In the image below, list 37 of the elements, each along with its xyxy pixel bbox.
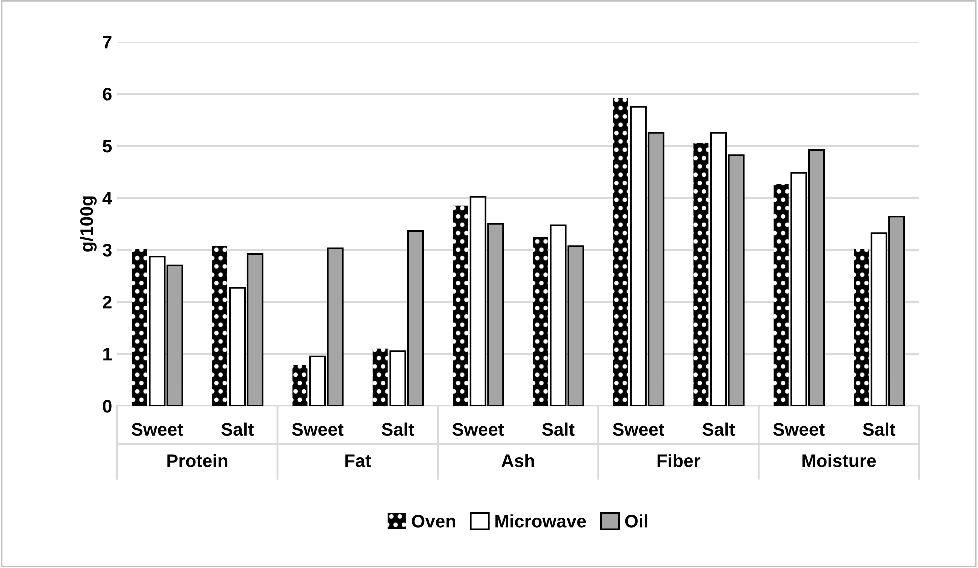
bar [292, 366, 308, 406]
bar [694, 143, 709, 406]
y-tick-label: 3 [102, 244, 112, 257]
text: Ash [502, 454, 534, 468]
y-tick-label: 4 [102, 192, 112, 205]
y-tick-label: 1 [104, 348, 112, 361]
bar [613, 98, 628, 406]
x-tick-label: Salt [702, 422, 736, 436]
x-tick-label: Salt [542, 422, 575, 436]
legend-label: Microwave [496, 514, 586, 528]
x-tick-label: Salt [222, 422, 254, 436]
text: Moisture [802, 454, 876, 468]
x-tick-label: Sweet [132, 423, 184, 436]
bar [453, 206, 468, 406]
bar [212, 246, 228, 406]
text: Fiber [658, 454, 701, 468]
legend-label: Oil [625, 514, 648, 528]
x-tick-label: Sweet [292, 423, 344, 436]
x-tick-label: Sweet [452, 423, 504, 436]
bar [533, 237, 548, 406]
y-tick-label: 2 [103, 296, 112, 309]
text: Protein [168, 454, 228, 468]
x-tick-label: Salt [382, 422, 414, 436]
y-tick-label: 0 [103, 400, 112, 413]
y-tick-label: 6 [103, 88, 112, 101]
x-tick-label: Salt [863, 422, 896, 436]
bar [132, 249, 148, 406]
bar [854, 249, 870, 406]
y-axis-title: g/100g [80, 196, 97, 252]
x-tick-label: Sweet [613, 423, 665, 436]
text: Fat [346, 454, 372, 468]
y-tick-label: 7 [103, 36, 112, 49]
bar [372, 348, 388, 406]
x-tick-label: Sweet [773, 423, 825, 436]
bar [774, 184, 789, 406]
y-tick-label: 5 [103, 140, 112, 153]
legend-label: Oven [412, 515, 456, 528]
